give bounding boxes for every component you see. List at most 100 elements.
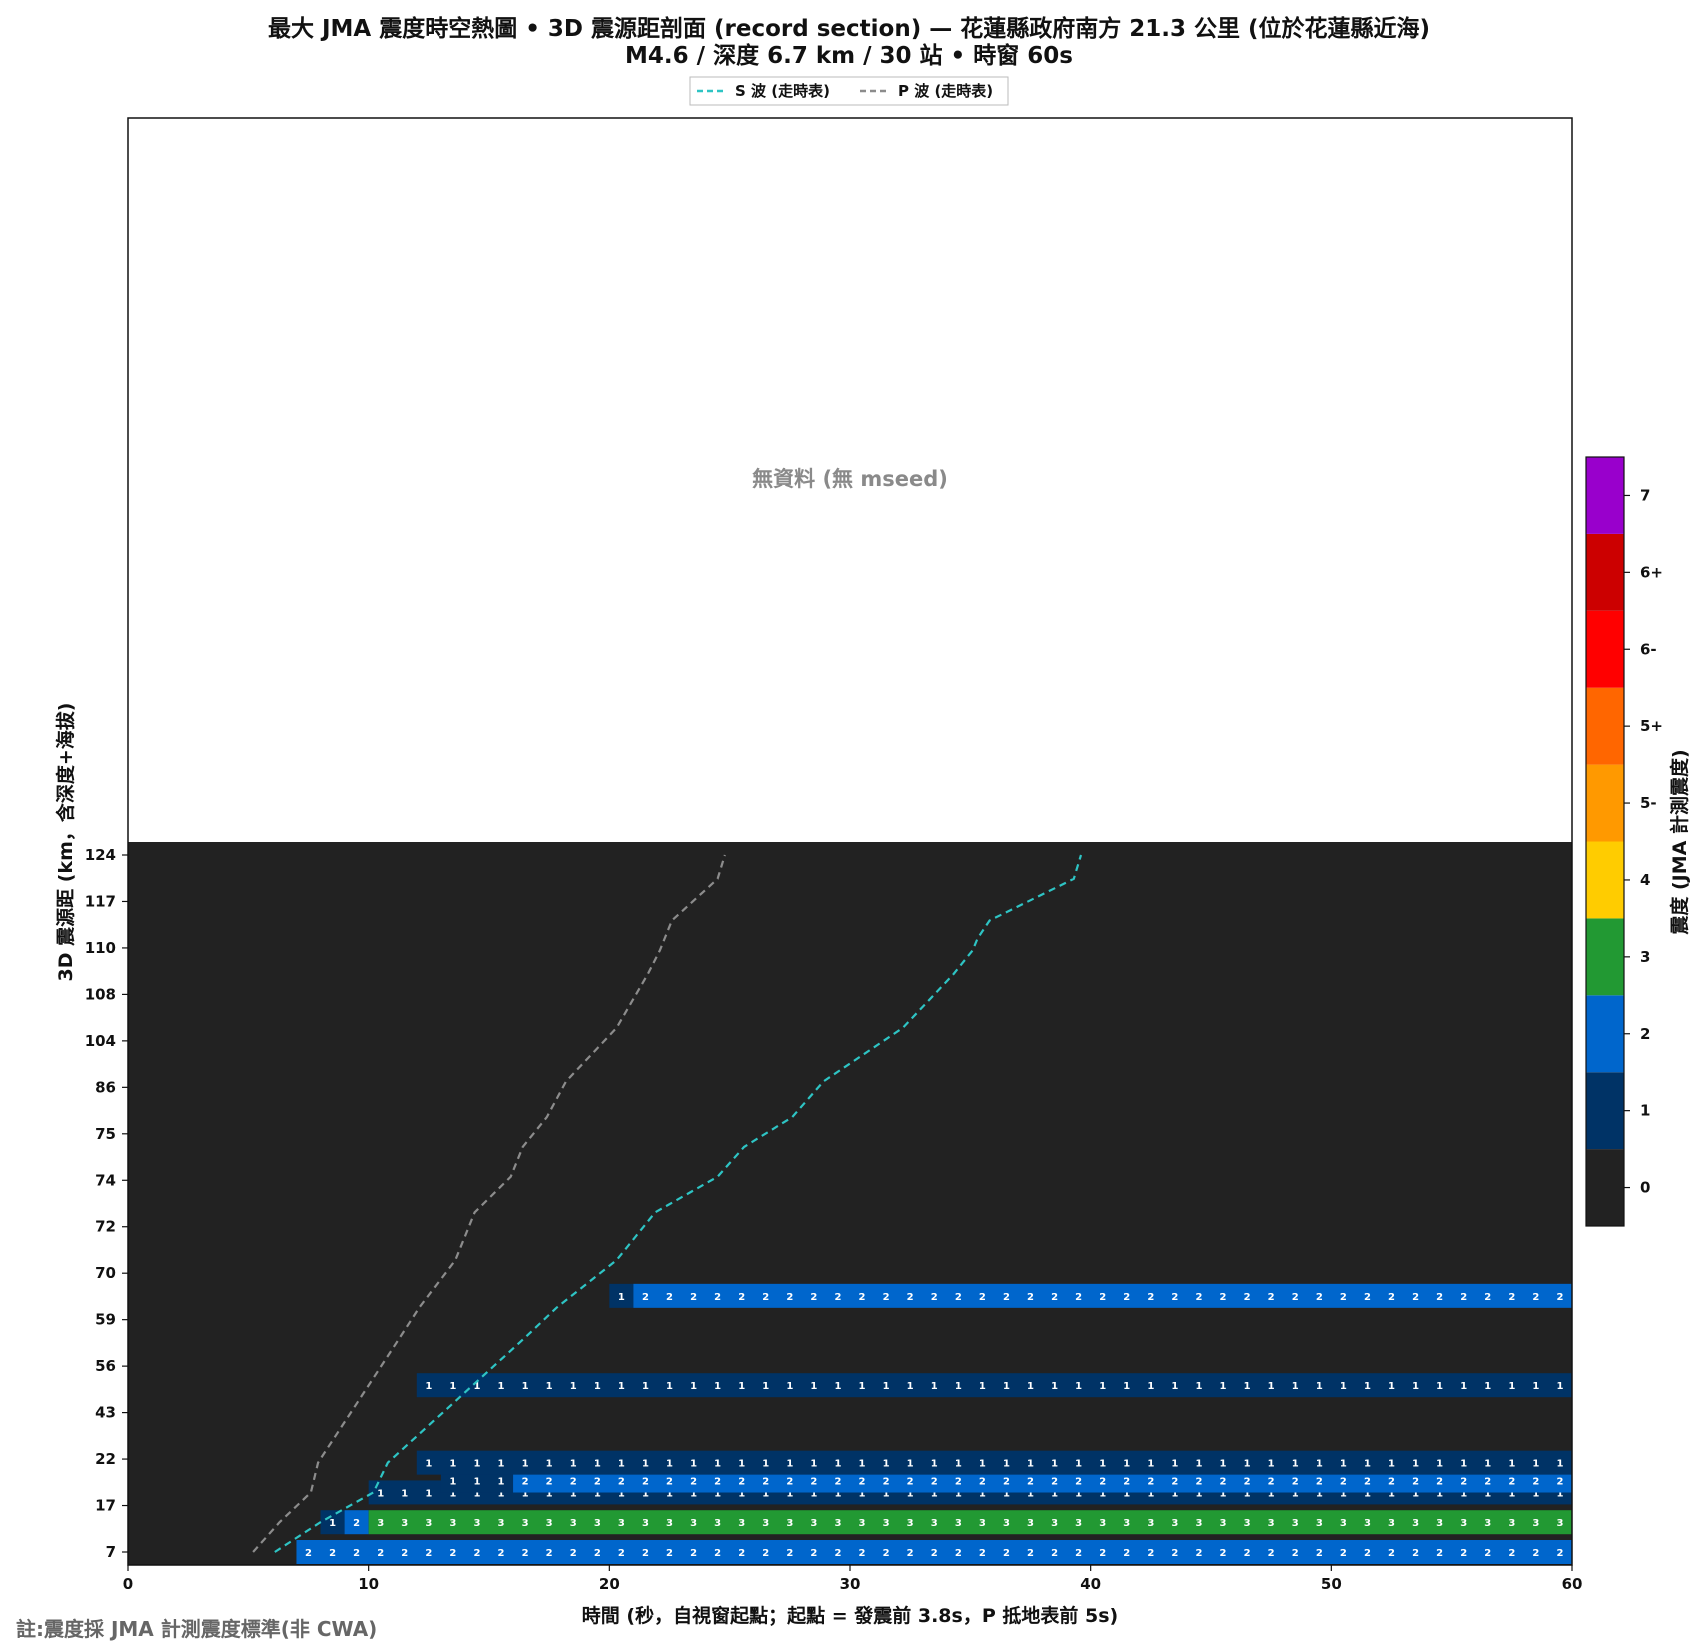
intensity-cell-label: 2 bbox=[810, 1548, 817, 1559]
y-tick-label: 56 bbox=[95, 1357, 116, 1375]
intensity-cell-label: 1 bbox=[570, 1381, 577, 1392]
intensity-cell-label: 1 bbox=[1123, 1459, 1130, 1470]
intensity-cell-label: 1 bbox=[1147, 1381, 1154, 1392]
intensity-cell-label: 2 bbox=[1147, 1477, 1154, 1488]
intensity-cell-label: 3 bbox=[498, 1518, 505, 1529]
intensity-cell-label: 3 bbox=[979, 1518, 986, 1529]
intensity-cell-label: 3 bbox=[1003, 1518, 1010, 1529]
intensity-cell-label: 1 bbox=[690, 1488, 697, 1499]
intensity-cell-label: 1 bbox=[1364, 1488, 1371, 1499]
colorbar-swatch bbox=[1586, 995, 1624, 1073]
colorbar-swatch bbox=[1586, 610, 1624, 688]
intensity-cell-label: 1 bbox=[1316, 1488, 1323, 1499]
intensity-cell-label: 1 bbox=[1364, 1381, 1371, 1392]
intensity-cell-label: 2 bbox=[1508, 1477, 1515, 1488]
intensity-cell-label: 1 bbox=[690, 1381, 697, 1392]
legend: S 波 (走時表) P 波 (走時表) bbox=[689, 76, 1009, 106]
intensity-cell bbox=[368, 1510, 1573, 1535]
intensity-cell-label: 2 bbox=[594, 1477, 601, 1488]
intensity-cell-label: 1 bbox=[1436, 1488, 1443, 1499]
intensity-cell-label: 2 bbox=[594, 1548, 601, 1559]
intensity-cell-label: 1 bbox=[1556, 1459, 1563, 1470]
intensity-cell-label: 1 bbox=[1508, 1488, 1515, 1499]
intensity-cell-label: 2 bbox=[666, 1292, 673, 1303]
intensity-cell-label: 3 bbox=[425, 1518, 432, 1529]
intensity-cell-label: 2 bbox=[690, 1548, 697, 1559]
intensity-cell-label: 2 bbox=[618, 1548, 625, 1559]
y-tick-label: 59 bbox=[95, 1311, 116, 1329]
intensity-cell-label: 2 bbox=[1364, 1548, 1371, 1559]
intensity-cell-label: 2 bbox=[859, 1548, 866, 1559]
intensity-cell-label: 2 bbox=[570, 1477, 577, 1488]
intensity-cell-label: 1 bbox=[714, 1381, 721, 1392]
intensity-cell-label: 2 bbox=[979, 1477, 986, 1488]
intensity-cell-label: 3 bbox=[859, 1518, 866, 1529]
chart-title: 最大 JMA 震度時空熱圖 • 3D 震源距剖面 (record section… bbox=[268, 15, 1430, 42]
intensity-cell-label: 2 bbox=[1556, 1477, 1563, 1488]
intensity-cell-label: 1 bbox=[1292, 1381, 1299, 1392]
y-tick-label: 104 bbox=[85, 1032, 116, 1050]
intensity-cell-label: 2 bbox=[1123, 1477, 1130, 1488]
intensity-cell-label: 2 bbox=[1123, 1548, 1130, 1559]
intensity-cell-label: 1 bbox=[955, 1488, 962, 1499]
intensity-cell-label: 2 bbox=[1460, 1548, 1467, 1559]
intensity-cell-label: 1 bbox=[1244, 1381, 1251, 1392]
intensity-cell-label: 1 bbox=[618, 1381, 625, 1392]
intensity-cell-label: 3 bbox=[1171, 1518, 1178, 1529]
intensity-cell-label: 2 bbox=[1532, 1548, 1539, 1559]
intensity-cell-label: 2 bbox=[473, 1548, 480, 1559]
intensity-cell-label: 2 bbox=[1316, 1292, 1323, 1303]
intensity-cell-label: 3 bbox=[1099, 1518, 1106, 1529]
intensity-cell-label: 2 bbox=[1436, 1292, 1443, 1303]
intensity-cell-label: 2 bbox=[834, 1292, 841, 1303]
intensity-cell-label: 2 bbox=[762, 1292, 769, 1303]
intensity-cell-label: 2 bbox=[1412, 1292, 1419, 1303]
intensity-cell-label: 1 bbox=[1388, 1488, 1395, 1499]
intensity-cell-label: 1 bbox=[1484, 1488, 1491, 1499]
intensity-cell-label: 1 bbox=[762, 1488, 769, 1499]
intensity-cell-label: 1 bbox=[810, 1381, 817, 1392]
intensity-cell bbox=[296, 1540, 1572, 1564]
intensity-cell-label: 2 bbox=[786, 1477, 793, 1488]
intensity-cell-label: 1 bbox=[1027, 1381, 1034, 1392]
intensity-cell-label: 1 bbox=[449, 1459, 456, 1470]
intensity-cell-label: 2 bbox=[1388, 1292, 1395, 1303]
intensity-cell-label: 1 bbox=[618, 1292, 625, 1303]
intensity-cell-label: 1 bbox=[1532, 1488, 1539, 1499]
intensity-cell-label: 1 bbox=[1171, 1488, 1178, 1499]
y-tick-label: 7 bbox=[106, 1543, 116, 1561]
y-tick-label: 17 bbox=[95, 1497, 116, 1515]
intensity-cell-label: 3 bbox=[714, 1518, 721, 1529]
colorbar-tick-label: 5+ bbox=[1640, 717, 1663, 735]
intensity-cell-label: 1 bbox=[666, 1488, 673, 1499]
intensity-cell-label: 3 bbox=[546, 1518, 553, 1529]
x-tick-label: 50 bbox=[1321, 1575, 1342, 1593]
intensity-cell-label: 2 bbox=[907, 1292, 914, 1303]
intensity-cell-label: 1 bbox=[1220, 1459, 1227, 1470]
intensity-cell-label: 1 bbox=[522, 1459, 529, 1470]
intensity-cell-label: 1 bbox=[738, 1488, 745, 1499]
intensity-cell-label: 1 bbox=[1099, 1459, 1106, 1470]
intensity-cell-label: 2 bbox=[1268, 1548, 1275, 1559]
intensity-cell-label: 1 bbox=[1220, 1381, 1227, 1392]
intensity-cell-label: 2 bbox=[714, 1548, 721, 1559]
intensity-cell-label: 1 bbox=[1484, 1381, 1491, 1392]
intensity-cell-label: 2 bbox=[1003, 1292, 1010, 1303]
intensity-cell-label: 1 bbox=[762, 1459, 769, 1470]
intensity-cell-label: 1 bbox=[1412, 1381, 1419, 1392]
intensity-cell-label: 2 bbox=[1388, 1477, 1395, 1488]
intensity-cell-label: 1 bbox=[449, 1488, 456, 1499]
intensity-cell-label: 2 bbox=[1099, 1292, 1106, 1303]
intensity-cell-label: 2 bbox=[1195, 1292, 1202, 1303]
intensity-cell-label: 2 bbox=[1195, 1548, 1202, 1559]
intensity-cell-label: 1 bbox=[546, 1381, 553, 1392]
y-tick-label: 124 bbox=[85, 846, 116, 864]
intensity-cell-label: 1 bbox=[979, 1459, 986, 1470]
intensity-cell-label: 1 bbox=[1027, 1488, 1034, 1499]
intensity-cell-label: 2 bbox=[401, 1548, 408, 1559]
footnote: 註:震度採 JMA 計測震度標準(非 CWA) bbox=[16, 1617, 377, 1641]
intensity-cell-label: 1 bbox=[834, 1459, 841, 1470]
intensity-cell-label: 2 bbox=[1436, 1548, 1443, 1559]
intensity-cell-label: 1 bbox=[979, 1381, 986, 1392]
intensity-cell-label: 1 bbox=[810, 1488, 817, 1499]
